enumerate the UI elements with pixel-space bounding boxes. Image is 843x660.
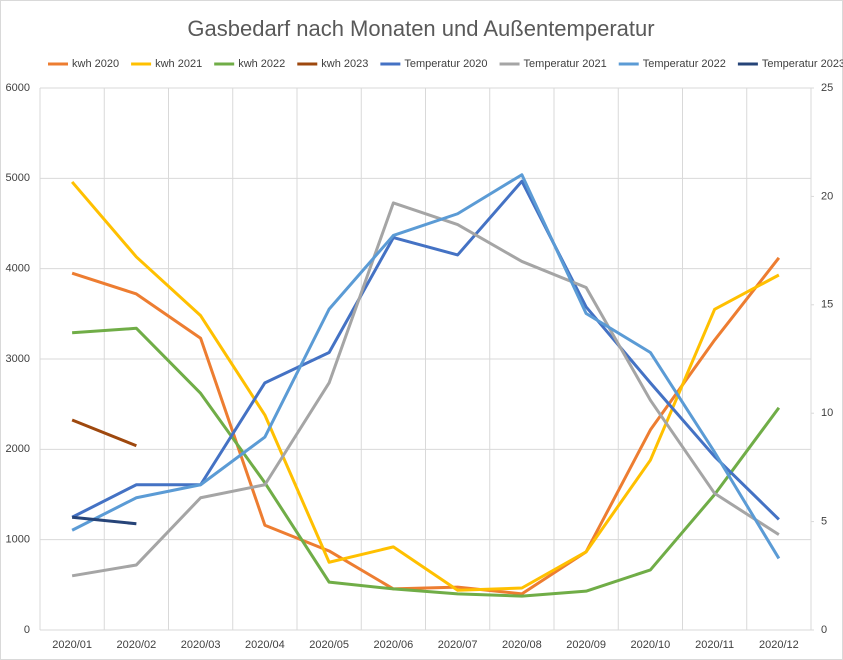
y2-tick-label: 10	[821, 407, 833, 419]
series-line	[70, 180, 780, 592]
x-tick-label: 2020/09	[566, 639, 606, 651]
x-tick-label: 2020/11	[695, 639, 734, 651]
y-tick-label: 0	[24, 624, 30, 636]
x-tick-label: 2020/10	[630, 639, 670, 651]
y-tick-label: 4000	[6, 263, 30, 275]
x-tick-label: 2020/04	[245, 639, 285, 651]
y2-tick-label: 0	[821, 624, 827, 636]
legend-label: Temperatur 2021	[524, 58, 607, 70]
y-tick-label: 3000	[6, 353, 30, 365]
y2-tick-label: 20	[821, 190, 833, 202]
series-line	[71, 515, 137, 526]
y2-tick-label: 15	[821, 299, 833, 311]
series-line	[72, 326, 781, 598]
x-tick-label: 2020/05	[309, 639, 349, 651]
legend-label: kwh 2022	[238, 58, 285, 70]
x-tick-label: 2020/02	[116, 639, 156, 651]
series-line	[71, 418, 137, 448]
x-tick-label: 2020/08	[502, 639, 542, 651]
x-tick-label: 2020/07	[438, 639, 478, 651]
legend-label: Temperatur 2022	[643, 58, 726, 70]
legend-label: Temperatur 2020	[404, 58, 487, 70]
legend-label: Temperatur 2023	[762, 58, 843, 70]
chart-title: Gasbedarf nach Monaten und Außentemperat…	[187, 16, 654, 41]
y-tick-label: 5000	[6, 172, 30, 184]
y2-tick-label: 5	[821, 516, 827, 528]
legend-label: kwh 2023	[321, 58, 368, 70]
legend-label: kwh 2021	[155, 58, 202, 70]
series-line	[71, 179, 780, 521]
y-tick-label: 1000	[6, 534, 30, 546]
y2-tick-label: 25	[821, 82, 833, 94]
y-tick-label: 2000	[6, 443, 30, 455]
x-tick-label: 2020/03	[181, 639, 221, 651]
x-tick-label: 2020/06	[373, 639, 413, 651]
series-line	[71, 201, 780, 578]
x-tick-label: 2020/01	[52, 639, 92, 651]
series-line	[71, 173, 781, 560]
x-tick-label: 2020/12	[759, 639, 799, 651]
y-tick-label: 6000	[6, 82, 30, 94]
legend-label: kwh 2020	[72, 58, 119, 70]
